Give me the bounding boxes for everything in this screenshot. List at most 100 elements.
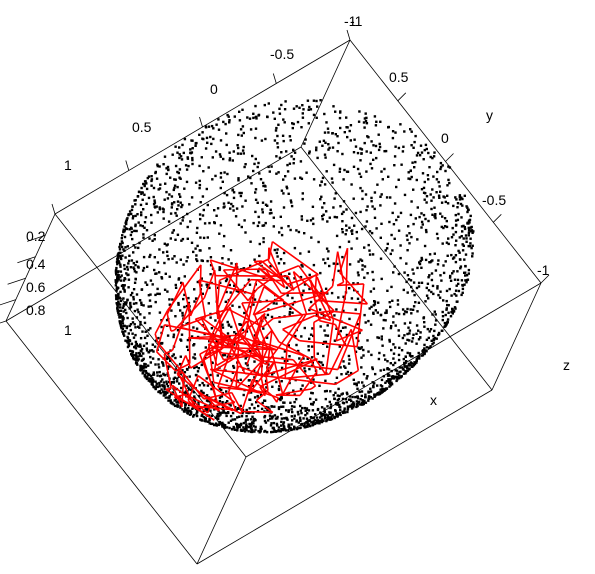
scatter-point bbox=[283, 121, 286, 124]
scatter-point bbox=[379, 195, 382, 198]
scatter-point bbox=[397, 334, 401, 337]
scatter-point bbox=[235, 207, 239, 210]
scatter-point bbox=[196, 226, 199, 230]
scatter-point bbox=[368, 253, 372, 256]
scatter-point bbox=[213, 221, 216, 225]
scatter-point bbox=[129, 305, 133, 309]
scatter-point bbox=[193, 288, 196, 291]
scatter-point bbox=[454, 244, 457, 247]
scatter-point bbox=[291, 126, 294, 130]
scatter-point bbox=[335, 327, 338, 330]
scatter-point bbox=[264, 189, 267, 192]
scatter-point bbox=[125, 311, 128, 315]
scatter-point bbox=[154, 363, 157, 366]
scatter-point bbox=[335, 402, 338, 405]
scatter-point bbox=[280, 103, 283, 107]
scatter-point bbox=[243, 219, 246, 222]
scatter-point bbox=[371, 381, 374, 384]
scatter-point bbox=[454, 260, 458, 264]
scatter-point bbox=[352, 401, 355, 404]
scatter-point bbox=[116, 262, 119, 266]
scatter-point bbox=[255, 401, 258, 404]
scatter-point bbox=[340, 212, 344, 216]
scatter-point bbox=[444, 323, 448, 327]
scatter-point bbox=[270, 165, 273, 168]
scatter-point bbox=[132, 354, 135, 357]
scatter-point bbox=[220, 395, 224, 398]
scatter-point bbox=[434, 269, 438, 272]
scatter-point bbox=[147, 294, 151, 297]
scatter-point bbox=[259, 427, 262, 431]
scatter-point bbox=[129, 328, 132, 332]
scatter-point bbox=[238, 415, 241, 418]
scatter-point bbox=[121, 284, 125, 287]
scatter-point bbox=[248, 407, 251, 410]
x-tick bbox=[272, 73, 277, 84]
scatter-point bbox=[115, 289, 118, 292]
scatter-point bbox=[260, 139, 264, 142]
scatter-point bbox=[121, 327, 125, 331]
scatter-point bbox=[328, 146, 331, 150]
scatter-point bbox=[365, 209, 368, 212]
scatter-point bbox=[455, 300, 458, 303]
scatter-point bbox=[168, 396, 171, 399]
box-edge bbox=[300, 39, 351, 148]
scatter-point bbox=[332, 105, 335, 108]
scatter-point bbox=[136, 308, 139, 311]
scatter-point bbox=[372, 304, 375, 307]
scatter-point bbox=[386, 367, 389, 371]
scatter-point bbox=[290, 405, 294, 408]
path-segment bbox=[171, 384, 209, 414]
scatter-point bbox=[377, 336, 381, 340]
scatter-point bbox=[232, 364, 235, 368]
scatter-point bbox=[218, 396, 222, 399]
scatter-point bbox=[341, 326, 345, 329]
scatter-point bbox=[143, 369, 146, 372]
scatter-point bbox=[406, 338, 409, 342]
scatter-point bbox=[127, 286, 130, 289]
scatter-point bbox=[155, 384, 158, 388]
scatter-point bbox=[436, 263, 440, 266]
scatter-point bbox=[228, 159, 231, 162]
scatter-point bbox=[179, 372, 183, 375]
z-tick-label: 0.4 bbox=[26, 256, 46, 272]
path-segment bbox=[337, 283, 364, 287]
scatter-point bbox=[395, 379, 398, 383]
scatter-point bbox=[436, 237, 440, 240]
scatter-point bbox=[467, 231, 471, 234]
scatter-point bbox=[194, 297, 198, 300]
scatter-point bbox=[180, 158, 184, 161]
scatter-point bbox=[445, 289, 449, 293]
scatter-point bbox=[265, 386, 268, 389]
scatter-point bbox=[278, 231, 281, 234]
scatter-point bbox=[228, 151, 231, 154]
scatter-point bbox=[403, 193, 407, 197]
scatter-point bbox=[144, 363, 147, 366]
path-segment bbox=[202, 333, 217, 360]
scatter-point bbox=[399, 370, 402, 373]
scatter-point bbox=[298, 357, 301, 360]
scatter-point bbox=[437, 331, 441, 335]
scatter-point bbox=[177, 303, 180, 306]
scatter-point bbox=[302, 417, 305, 420]
scatter-point bbox=[131, 217, 135, 220]
scatter-point bbox=[151, 378, 155, 382]
scatter-point bbox=[438, 296, 442, 299]
scatter-point bbox=[335, 308, 338, 311]
scatter-point bbox=[431, 313, 434, 316]
scatter-point bbox=[204, 346, 207, 349]
scatter-point bbox=[228, 157, 232, 160]
scatter-point bbox=[195, 254, 198, 257]
scatter-point bbox=[369, 323, 373, 326]
scatter-point bbox=[214, 416, 218, 419]
scatter-point bbox=[196, 259, 199, 263]
scatter-point bbox=[392, 315, 395, 318]
scatter-point bbox=[225, 278, 229, 281]
scatter-point bbox=[374, 144, 378, 148]
scatter-point bbox=[308, 308, 311, 312]
scatter-point bbox=[244, 362, 248, 365]
scatter-point bbox=[353, 402, 356, 405]
scatter-point bbox=[323, 202, 326, 205]
scatter-point bbox=[261, 208, 264, 211]
scatter-point bbox=[158, 208, 161, 211]
